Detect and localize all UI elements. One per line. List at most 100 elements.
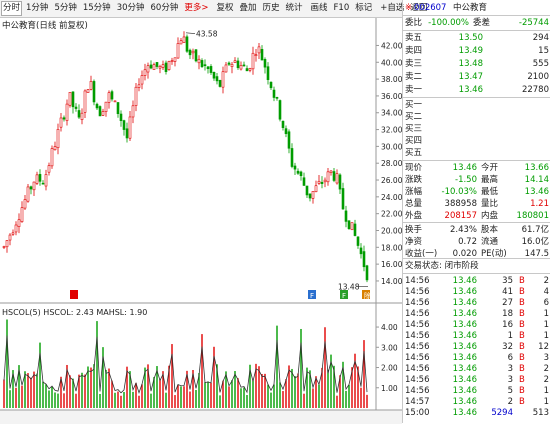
ask-price: 13.47 (458, 72, 483, 82)
trade-time: 14:56 (405, 386, 430, 396)
candle-body (170, 60, 174, 62)
trade-side: B (519, 331, 525, 341)
indicator-axis-label: 1.00 (381, 384, 398, 393)
event-marker[interactable] (70, 290, 78, 299)
ask-price: 13.46 (458, 85, 483, 95)
candle-body (134, 86, 138, 106)
trade-time: 14:57 (405, 397, 430, 407)
trade-volume: 6 (507, 353, 513, 363)
divider (403, 222, 550, 223)
candle-body (356, 236, 360, 246)
candle-body (119, 113, 123, 122)
toolbar-item-15[interactable]: 标记 (355, 3, 373, 13)
bid-row: 买二 (403, 111, 550, 123)
event-marker-text: 除 (364, 291, 371, 300)
candle-body (113, 100, 117, 103)
candle-body (53, 146, 57, 151)
kline-chart[interactable]: 42.00 40.00 38.00 36.00 34.00 32.00 30.00 28.00… (0, 18, 402, 410)
stat-label: 收益(一) (405, 249, 438, 259)
toolbar-item-18[interactable]: 返回 (410, 3, 428, 13)
event-marker[interactable] (308, 290, 316, 299)
toolbar-item-10[interactable]: 历史 (262, 3, 280, 13)
toolbar-item-4[interactable]: 30分钟 (116, 3, 145, 13)
candle-body (173, 57, 177, 62)
toolbar-item-6[interactable]: 更多> (184, 3, 209, 13)
event-marker[interactable] (362, 290, 370, 299)
candle-body (341, 188, 345, 210)
candle-body (335, 173, 339, 184)
bid-label: 买三 (405, 124, 423, 134)
candle-body (50, 148, 54, 167)
candle-body (287, 131, 291, 149)
candle-body (125, 128, 129, 139)
event-marker-text: F (310, 292, 314, 300)
trade-price: 13.46 (452, 364, 477, 374)
candle-body (158, 66, 162, 69)
chart-title: 中公教育(日线 前复权) (2, 21, 88, 31)
candle-body (209, 66, 213, 73)
toolbar-item-9[interactable]: 叠加 (239, 3, 257, 13)
trade-volume: 1 (507, 331, 513, 341)
candle-body (110, 91, 114, 100)
toolbar-item-1[interactable]: 1分钟 (26, 3, 49, 13)
toolbar-item-17[interactable]: +自选 (380, 3, 405, 13)
candle-body (236, 60, 240, 69)
price-axis-label: 26.00 (381, 176, 402, 185)
toolbar-item-3[interactable]: 15分钟 (82, 3, 111, 13)
toolbar-item-5[interactable]: 60分钟 (150, 3, 179, 13)
event-marker[interactable] (340, 290, 348, 299)
candle-body (14, 224, 18, 233)
candle-body (188, 49, 192, 56)
candle-body (179, 40, 183, 45)
stat-value: 0.72 (458, 237, 477, 247)
trade-time: 14:56 (405, 375, 430, 385)
candle-body (242, 64, 246, 67)
divider (403, 258, 550, 259)
price-axis-label: 20.00 (381, 226, 402, 235)
candle-body (320, 181, 324, 184)
price-axis-label: 30.00 (381, 142, 402, 151)
candle-body (308, 193, 312, 199)
order-ratio-row: 委比 -100.00% 委差 -25744 (403, 17, 550, 29)
candle-body (83, 90, 87, 113)
toolbar-item-11[interactable]: 统计 (285, 3, 303, 13)
price-axis-label: 34.00 (381, 109, 402, 118)
candle-body (176, 43, 180, 59)
ask-label: 卖四 (405, 46, 423, 56)
candle-body (329, 170, 333, 173)
candle-body (71, 91, 75, 108)
candle-body (167, 61, 171, 70)
candle-body (338, 174, 342, 190)
candle-body (263, 59, 267, 68)
trade-row: 14:56 13.46 35 B 2 (403, 275, 550, 287)
low-price-label: 13.48 (338, 282, 360, 291)
toolbar-item-13[interactable]: 画线 (310, 3, 328, 13)
weibi-value: -100.00% (428, 18, 469, 28)
stat-label: 涨跌 (405, 175, 423, 185)
stat-value: 388958 (444, 199, 477, 209)
stock-title[interactable]: ※ 002607 中公教育 (403, 2, 550, 14)
candle-body (98, 106, 102, 117)
trade-volume: 16 (502, 320, 513, 330)
toolbar-item-0[interactable]: 分时 (1, 1, 23, 16)
trade-row: 14:56 13.46 3 B 2 (403, 374, 550, 386)
trade-volume: 3 (507, 364, 513, 374)
candle-body (245, 68, 249, 72)
indicator-label: HSCOL(5) HSCOL: 2.43 MAHSL: 1.90 (2, 308, 147, 317)
bid-row: 买三 (403, 123, 550, 135)
fav-icon: ※ (405, 3, 413, 13)
toolbar-item-2[interactable]: 5分钟 (54, 3, 77, 13)
candle-body (299, 171, 303, 177)
trade-side: B (519, 342, 525, 352)
period-toolbar: 分时 1分钟 5分钟 15分钟 30分钟 60分钟 更多> 复权 叠加 历史 统计 画线 F10 标记 +自… (0, 0, 427, 18)
toolbar-item-8[interactable]: 复权 (216, 3, 234, 13)
candle-body (266, 66, 270, 80)
stat-value: 2.43% (449, 225, 477, 235)
ma-line (3, 335, 368, 395)
candle-body (233, 60, 237, 63)
ask-label: 卖五 (405, 33, 423, 43)
ask-price: 13.49 (458, 46, 483, 56)
toolbar-item-14[interactable]: F10 (333, 3, 350, 13)
candle-body (137, 84, 141, 88)
stat-label: 总量 (405, 199, 423, 209)
